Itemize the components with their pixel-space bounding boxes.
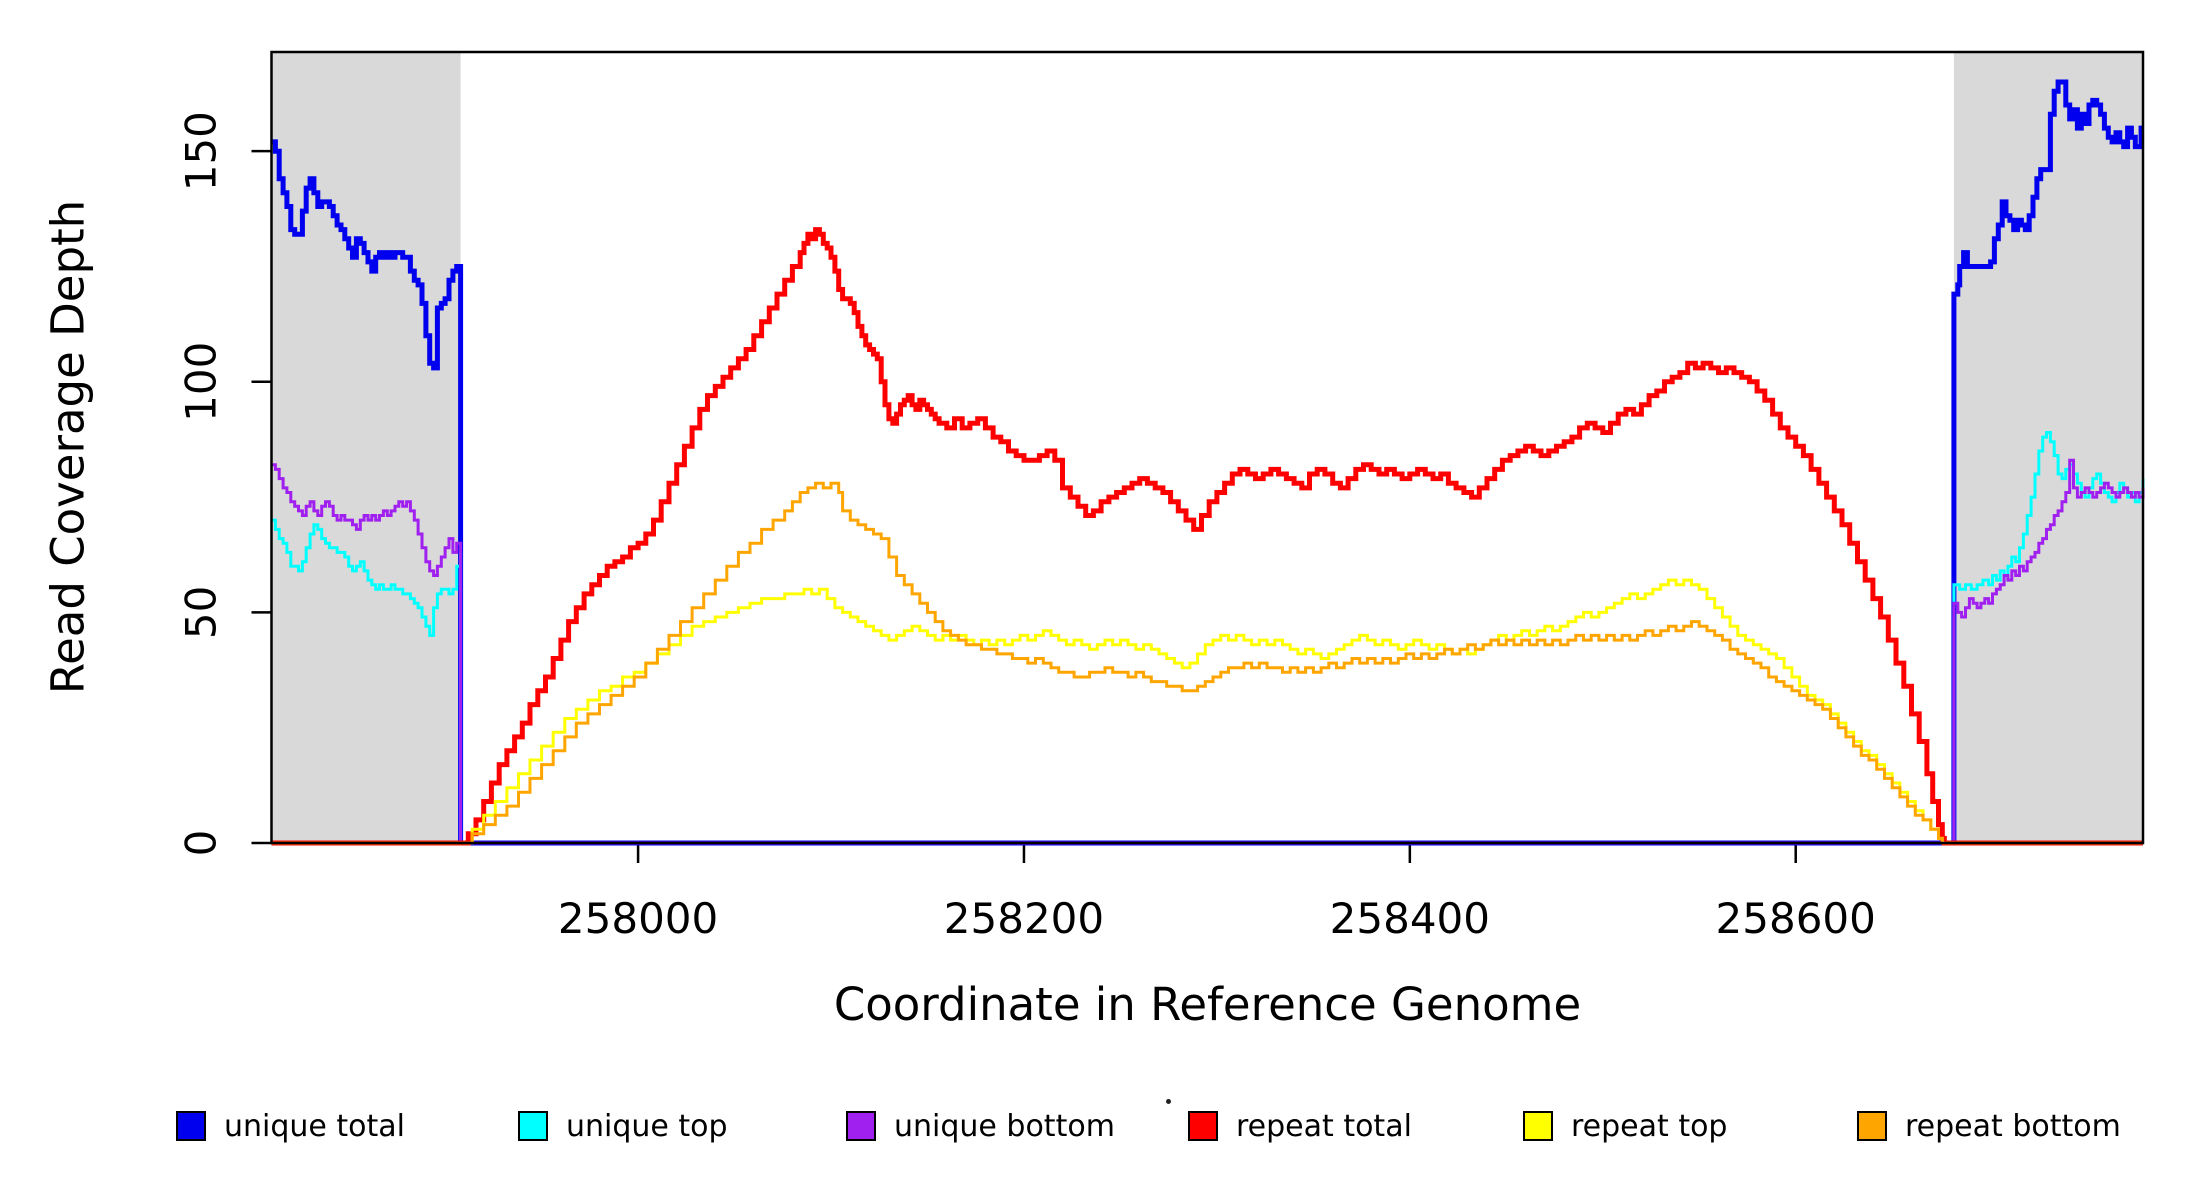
legend-swatch-repeat-total — [1188, 1111, 1218, 1141]
legend-item-unique-total: unique total — [176, 1096, 405, 1156]
legend-label-repeat-total: repeat total — [1236, 1108, 1412, 1144]
axes-ticks: 258000 258200 258400 258600 0 50 100 150 — [177, 111, 1876, 943]
legend: unique total unique top unique bottom re… — [0, 1096, 2200, 1166]
legend-swatch-repeat-top — [1523, 1111, 1553, 1141]
legend-label-unique-total: unique total — [224, 1108, 406, 1144]
y-axis-title: Read Coverage Depth — [41, 199, 95, 695]
x-tick-label: 258200 — [944, 894, 1104, 943]
legend-swatch-unique-top — [518, 1111, 548, 1141]
series-line-repeat-bottom — [271, 481, 2143, 845]
legend-item-unique-bottom: unique bottom — [846, 1096, 1115, 1156]
legend-label-unique-bottom: unique bottom — [894, 1108, 1115, 1144]
series-line-unique-total — [271, 79, 2144, 846]
x-tick-label: 258400 — [1330, 894, 1490, 943]
legend-swatch-repeat-bottom — [1857, 1111, 1887, 1141]
legend-label-unique-top: unique top — [566, 1108, 728, 1144]
series-line-repeat-top — [271, 578, 2143, 845]
legend-label-repeat-top: repeat top — [1571, 1108, 1728, 1144]
x-tick-label: 258000 — [558, 894, 718, 943]
y-tick-label: 100 — [177, 342, 226, 422]
legend-item-repeat-total: repeat total — [1188, 1096, 1412, 1156]
y-tick-label: 50 — [177, 586, 226, 639]
series-line-unique-top — [271, 431, 2145, 845]
plot-border — [270, 50, 2145, 845]
y-tick-label: 150 — [177, 111, 226, 191]
x-axis-title: Coordinate in Reference Genome — [833, 978, 1582, 1031]
legend-swatch-unique-total — [176, 1111, 206, 1141]
legend-item-repeat-bottom: repeat bottom — [1857, 1096, 2121, 1156]
legend-swatch-unique-bottom — [846, 1111, 876, 1141]
shaded-flank-left — [271, 52, 461, 843]
stray-dot-artifact — [1166, 1099, 1171, 1104]
shaded-flank-right — [1953, 52, 2143, 843]
legend-item-unique-top: unique top — [518, 1096, 728, 1156]
series-line-repeat-total — [271, 227, 2143, 846]
x-tick-label: 258600 — [1716, 894, 1876, 943]
y-tick-label: 0 — [177, 830, 226, 857]
legend-label-repeat-bottom: repeat bottom — [1905, 1108, 2121, 1144]
legend-item-repeat-top: repeat top — [1523, 1096, 1727, 1156]
